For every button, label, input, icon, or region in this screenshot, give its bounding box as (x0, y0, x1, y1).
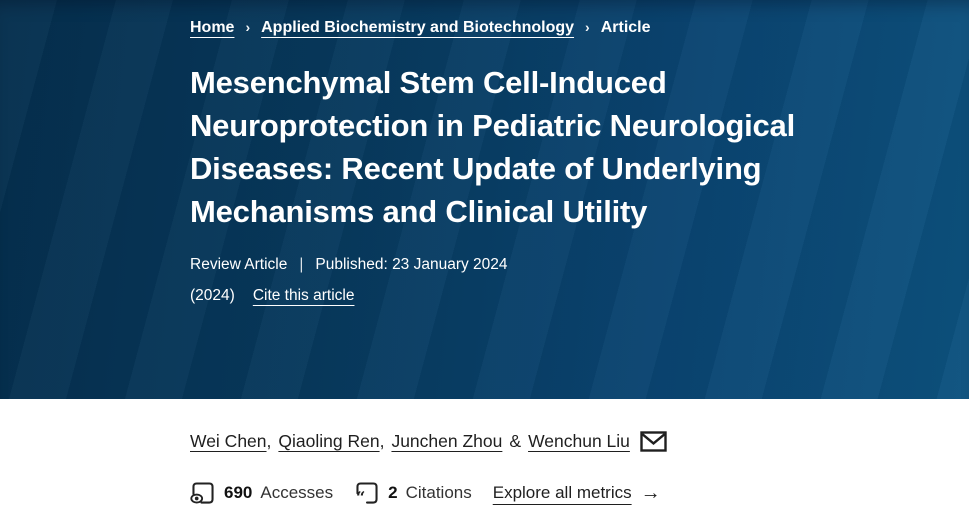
article-type-label: Review Article (190, 255, 288, 273)
explore-all-metrics-link[interactable]: Explore all metrics (492, 483, 632, 502)
article-year: (2024) (190, 286, 235, 304)
page-title-line: Neuroprotection in Pediatric Neurologica… (190, 108, 796, 143)
arrow-right-icon: → (640, 482, 661, 504)
page-title-line: Mesenchymal Stem Cell-Induced (190, 65, 667, 100)
cite-this-article-link[interactable]: Cite this article (252, 286, 355, 304)
accesses-eye-icon (190, 480, 216, 506)
citations-label: Citations (405, 483, 472, 502)
published-date: Published: 23 January 2024 (315, 255, 508, 273)
breadcrumb-home-link[interactable]: Home (190, 19, 235, 36)
explore-metrics: Explore all metrics → (493, 483, 661, 503)
author-link[interactable]: Wei Chen (190, 431, 267, 451)
meta-divider: | (299, 255, 304, 273)
article-meta-row: Review Article | Published: 23 January 2… (190, 254, 932, 276)
author-separator: , (266, 431, 272, 451)
page-title-line: Diseases: Recent Update of Underlying (190, 151, 762, 186)
breadcrumb: Home › Applied Biochemistry and Biotechn… (190, 0, 932, 39)
email-envelope-icon[interactable] (640, 430, 667, 452)
author-link[interactable]: Wenchun Liu (528, 431, 630, 451)
citations-quote-icon: “ (354, 480, 380, 506)
author-link[interactable]: Qiaoling Ren (278, 431, 380, 451)
article-metrics-bar: 690 Accesses “ 2 Citations Explore all m… (190, 480, 932, 506)
breadcrumb-current-article: Article (600, 19, 651, 36)
chevron-right-icon: › (245, 19, 251, 35)
article-meta-row-2: (2024) Cite this article (190, 285, 932, 307)
page-title-line: Mechanisms and Clinical Utility (190, 194, 648, 229)
authors-list: Wei Chen, Qiaoling Ren, Junchen Zhou & We… (190, 429, 932, 453)
author-separator: , (379, 431, 385, 451)
citations-metric: “ 2 Citations (354, 480, 472, 506)
article-info-section: Wei Chen, Qiaoling Ren, Junchen Zhou & We… (0, 399, 969, 506)
svg-text:“: “ (356, 488, 365, 506)
accesses-metric: 690 Accesses (190, 480, 333, 506)
author-link[interactable]: Junchen Zhou (391, 431, 503, 451)
accesses-label: Accesses (260, 483, 334, 502)
author-ampersand: & (509, 431, 522, 451)
breadcrumb-journal-link[interactable]: Applied Biochemistry and Biotechnology (261, 19, 575, 36)
citations-count: 2 (388, 483, 398, 502)
page-title: Mesenchymal Stem Cell-Induced Neuroprote… (190, 61, 932, 233)
accesses-count: 690 (224, 483, 253, 502)
article-hero-banner: Home › Applied Biochemistry and Biotechn… (0, 0, 969, 399)
chevron-right-icon: › (585, 19, 590, 35)
